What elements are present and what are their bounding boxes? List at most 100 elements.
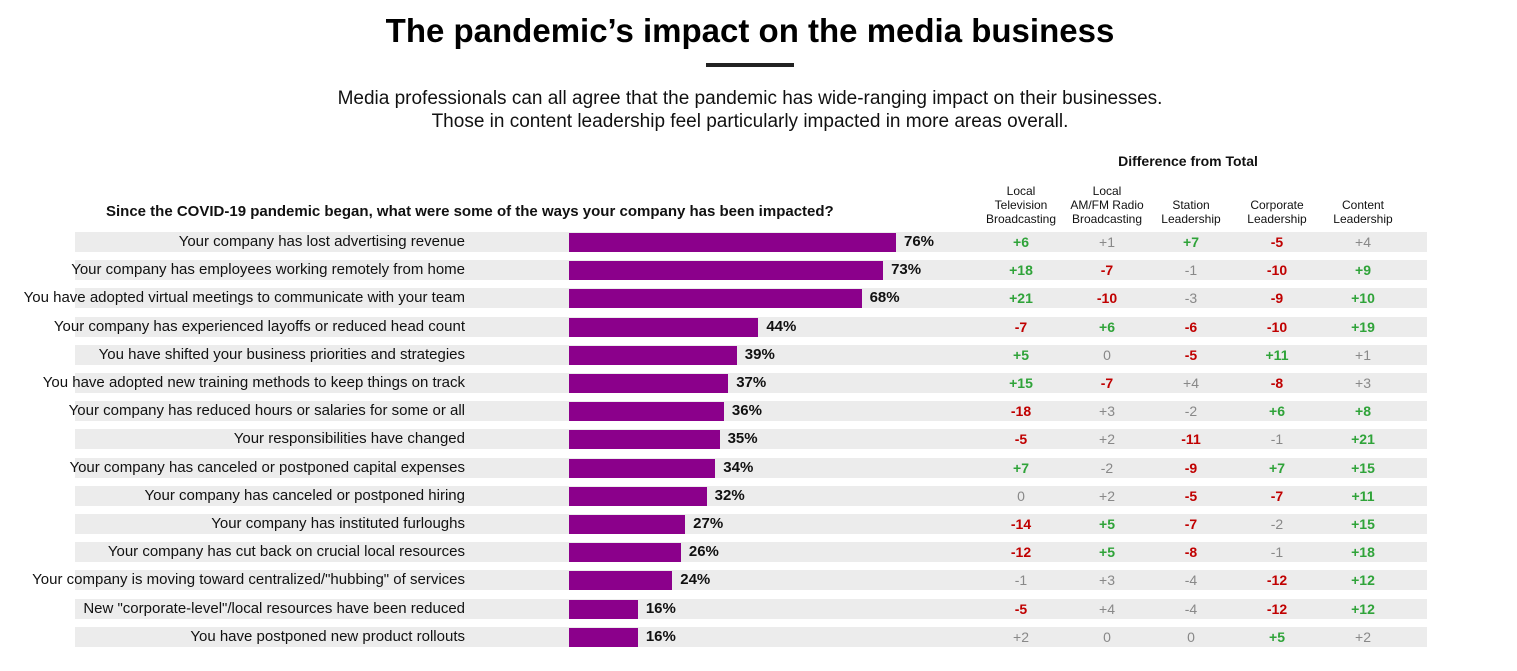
diff-value: -12 — [1010, 544, 1032, 561]
table-row: Your company is moving toward centralize… — [32, 570, 1427, 591]
diff-value: +5 — [1099, 544, 1115, 561]
diff-column-header: Local Television Broadcasting — [976, 184, 1066, 226]
diff-value: -8 — [1184, 544, 1198, 561]
row-label: Your company has reduced hours or salari… — [68, 402, 465, 420]
row-label: Your company has employees working remot… — [71, 261, 465, 279]
diff-value: -5 — [1184, 346, 1198, 363]
table-row: Your company has lost advertising revenu… — [75, 232, 1427, 252]
diff-value: -2 — [1100, 459, 1114, 476]
bar-value-label: 16% — [645, 627, 676, 645]
table-row: Your company has experienced layoffs or … — [54, 316, 1427, 337]
diff-value: -5 — [1270, 234, 1284, 250]
subtitle-line-1: Media professionals can all agree that t… — [337, 88, 1163, 109]
diff-value: -5 — [1014, 600, 1028, 617]
bar-value-label: 34% — [723, 458, 754, 476]
diff-column-header: Content Leadership — [1318, 198, 1408, 226]
row-label: Your company has instituted furloughs — [211, 515, 465, 532]
diff-value: -11 — [1181, 431, 1201, 448]
bar — [569, 317, 759, 337]
diff-value: -4 — [1184, 572, 1198, 589]
row-label: Your company has lost advertising revenu… — [178, 233, 465, 250]
diff-value: -1 — [1014, 572, 1028, 589]
diff-value: -9 — [1270, 290, 1284, 307]
diff-value: +11 — [1265, 346, 1289, 363]
diff-column-header-line: Leadership — [1333, 212, 1393, 226]
diff-column-header-line: Local — [1092, 184, 1122, 198]
diff-value: +7 — [1013, 459, 1029, 476]
diff-value: +2 — [1099, 487, 1115, 504]
bar-value-label: 39% — [744, 345, 775, 363]
row-label: You have adopted virtual meetings to com… — [23, 289, 465, 307]
diff-column-header-line: Leadership — [1161, 212, 1221, 226]
diff-column-header: Station Leadership — [1146, 198, 1236, 226]
table-row: Your company has canceled or postponed c… — [69, 457, 1427, 478]
diff-value: +3 — [1099, 572, 1115, 589]
row-label: Your responsibilities have changed — [233, 430, 465, 448]
page-title: The pandemic’s impact on the media busin… — [385, 12, 1115, 49]
diff-value: +11 — [1351, 487, 1375, 504]
row-label: Your company has canceled or postponed c… — [69, 458, 465, 476]
diff-value: +6 — [1099, 318, 1115, 335]
bar — [569, 543, 681, 563]
diff-value: +2 — [1013, 628, 1029, 645]
diff-value: +19 — [1351, 318, 1375, 335]
diff-value: +5 — [1269, 628, 1285, 645]
diff-column-header-line: AM/FM Radio — [1070, 198, 1144, 212]
diff-value: +6 — [1269, 403, 1285, 420]
diff-value: -18 — [1010, 403, 1032, 420]
diff-value: -2 — [1184, 403, 1198, 420]
diff-column-header-line: Corporate — [1250, 198, 1304, 212]
diff-value: +6 — [1013, 234, 1029, 250]
row-label: Your company has experienced layoffs or … — [53, 317, 465, 335]
bar — [569, 402, 724, 422]
row-label: You have postponed new product rollouts — [190, 627, 465, 645]
diff-value: 0 — [1017, 487, 1025, 504]
bar-value-label: 35% — [727, 430, 758, 448]
diff-value: +9 — [1355, 262, 1371, 279]
title-divider — [706, 63, 794, 67]
bar-value-label: 32% — [714, 486, 745, 504]
diff-column-header-line: Local — [1006, 184, 1036, 198]
bar-value-label: 76% — [904, 233, 935, 250]
diff-column-header-line: Content — [1341, 198, 1385, 212]
diff-value: +5 — [1099, 516, 1115, 532]
diff-value: +10 — [1351, 290, 1375, 307]
diff-column-header: Corporate Leadership — [1232, 198, 1322, 226]
bar — [569, 289, 862, 309]
bar-value-label: 68% — [869, 289, 900, 307]
bar — [569, 261, 884, 281]
diff-value: 0 — [1103, 346, 1111, 363]
row-label: You have shifted your business prioritie… — [98, 345, 465, 363]
bar — [569, 515, 686, 534]
diff-value: +2 — [1099, 431, 1115, 448]
diff-value: +3 — [1099, 403, 1115, 420]
diff-value: +7 — [1183, 234, 1199, 250]
diff-value: +12 — [1351, 572, 1375, 589]
diff-value: -12 — [1266, 572, 1288, 589]
diff-value: +18 — [1351, 544, 1375, 561]
diff-value: -7 — [1100, 262, 1114, 279]
table-row: Your company has employees working remot… — [71, 260, 1427, 281]
diff-value: -12 — [1266, 600, 1288, 617]
bar — [569, 430, 720, 450]
diff-value: -2 — [1270, 516, 1284, 532]
bar-value-label: 44% — [766, 317, 797, 335]
diff-value: 0 — [1103, 628, 1111, 645]
bar-value-label: 73% — [891, 261, 922, 279]
diff-value: -1 — [1270, 544, 1284, 561]
diff-column-header-line: Broadcasting — [985, 212, 1057, 226]
diff-value: -8 — [1270, 375, 1284, 391]
diff-column-header-line: Station — [1172, 198, 1210, 212]
bar — [569, 345, 737, 365]
diff-value: -7 — [1014, 318, 1028, 335]
diff-value: -9 — [1184, 459, 1198, 476]
bar-value-label: 16% — [645, 599, 676, 617]
diff-value: -7 — [1270, 487, 1284, 504]
diff-value: -10 — [1096, 290, 1118, 307]
bar-value-label: 36% — [731, 402, 762, 420]
subtitle-line-2: Those in content leadership feel particu… — [431, 111, 1069, 132]
bar — [569, 233, 896, 252]
row-label: Your company has cut back on crucial loc… — [107, 543, 465, 561]
table-row: You have postponed new product rollouts 1… — [75, 626, 1427, 647]
diff-value: -6 — [1184, 318, 1198, 335]
